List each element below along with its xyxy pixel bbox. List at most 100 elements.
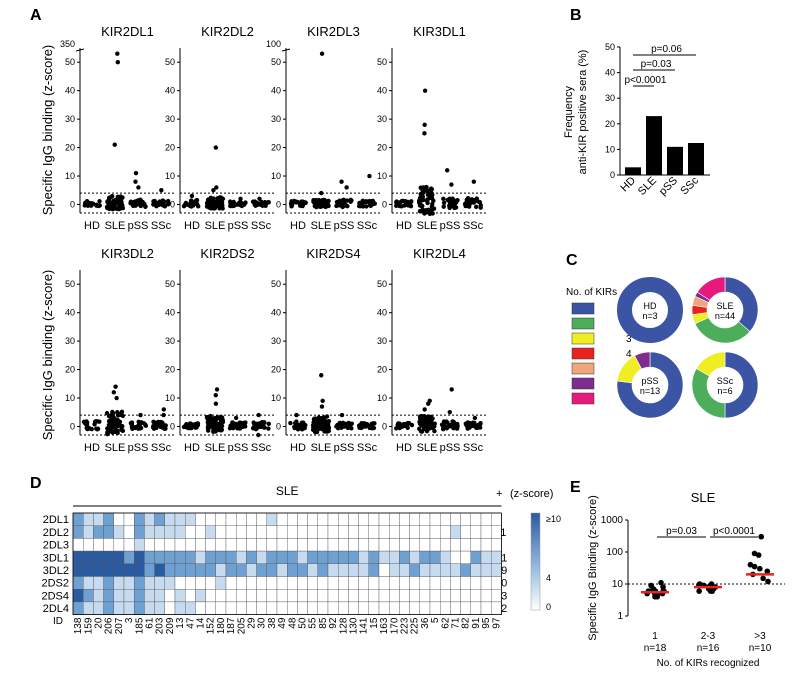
y-tick-label: 30: [65, 336, 75, 346]
heatmap-cell: [82, 563, 94, 577]
heatmap-cell: [256, 563, 268, 577]
y-tick-label: 20: [271, 365, 281, 375]
data-point: [137, 422, 142, 427]
data-point-outlier: [339, 179, 344, 184]
heatmap-cell: [144, 512, 155, 526]
heatmap-cell: [429, 601, 441, 615]
heatmap-cell: [307, 550, 319, 564]
heatmap-cell: [174, 550, 186, 564]
heatmap-cell: [225, 512, 237, 526]
data-point: [312, 421, 318, 426]
heatmap-cell: [440, 550, 451, 564]
heatmap-cell: [389, 601, 400, 615]
heatmap-cell: [348, 589, 359, 603]
heatmap-cell: [440, 589, 451, 603]
data-point: [107, 429, 112, 434]
x-group-label: HD: [290, 220, 306, 232]
heatmap-cell: [399, 538, 410, 552]
heatmap-cell: [358, 550, 370, 564]
heatmap-cell: [235, 589, 247, 603]
heatmap-cell: [287, 563, 298, 577]
x-group-label: HD: [290, 442, 306, 454]
heatmap-cell: [113, 538, 125, 552]
heatmap-cell: [82, 576, 94, 590]
heatmap-cell: [307, 601, 319, 615]
heatmap-cell: [358, 589, 370, 603]
data-point: [360, 204, 366, 209]
data-point: [189, 200, 195, 205]
heatmap-cell: [287, 601, 298, 615]
heatmap-cell: [338, 563, 349, 577]
heatmap-cell: [235, 550, 247, 564]
data-point: [194, 197, 200, 203]
heatmap-cell: [103, 563, 114, 577]
x-group-label: HD: [396, 442, 412, 454]
heatmap-cell: [235, 512, 247, 526]
data-point: [184, 421, 189, 427]
data-point: [419, 414, 425, 419]
heatmap-cell: [419, 525, 431, 539]
heatmap-cell: [113, 512, 125, 526]
x-group-label: pSS: [440, 442, 461, 454]
heatmap-cell: [450, 576, 461, 590]
heatmap-cell: [205, 563, 217, 577]
heatmap-column-id: 36: [420, 617, 431, 629]
data-point: [401, 421, 407, 427]
y-tick-label: 50: [165, 279, 175, 289]
data-point: [295, 199, 300, 205]
heatmap-cell: [368, 525, 380, 539]
heatmap-cell: [368, 563, 380, 577]
scatter-e-y-tick-label: 10: [612, 579, 624, 590]
heatmap-cell: [215, 601, 227, 615]
y-tick-label: 0: [276, 421, 281, 431]
data-point: [372, 201, 378, 206]
data-point: [322, 425, 327, 430]
heatmap-cell: [460, 589, 472, 603]
heatmap-cell: [419, 563, 431, 577]
heatmap-cell: [205, 512, 217, 526]
data-point: [465, 196, 471, 201]
heatmap-cell: [266, 576, 278, 590]
heatmap-cell: [287, 512, 298, 526]
heatmap-cell: [429, 589, 441, 603]
heatmap-cell: [317, 512, 329, 526]
data-point: [450, 419, 455, 424]
y-tick-label: 50: [377, 279, 387, 289]
data-point: [447, 203, 452, 208]
heatmap-cell: [419, 576, 431, 590]
heatmap-cell: [144, 576, 155, 590]
heatmap-cell: [470, 538, 482, 552]
heatmap-cell: [144, 563, 155, 577]
heatmap-cell: [327, 601, 339, 615]
heatmap-cell: [348, 601, 359, 615]
data-point: [207, 418, 213, 424]
heatmap-cell: [440, 512, 451, 526]
data-point-outlier: [112, 142, 117, 147]
heatmap-cell: [419, 538, 431, 552]
panel-letter-a: A: [30, 7, 42, 24]
data-point: [240, 202, 245, 207]
heatmap-cell: [389, 563, 400, 577]
bar-x-label: pSS: [657, 175, 680, 198]
heatmap-cell: [460, 550, 472, 564]
heatmap-cell: [358, 576, 370, 590]
heatmap-cell: [276, 512, 288, 526]
heatmap-cell: [327, 525, 339, 539]
y-tick-label: 0: [170, 199, 175, 209]
data-point-outlier: [256, 432, 261, 438]
heatmap-cell: [378, 601, 390, 615]
data-point: [409, 199, 414, 204]
data-point: [425, 414, 431, 419]
data-point: [299, 420, 305, 425]
data-point-outlier: [344, 185, 349, 190]
heatmap-cell: [154, 538, 166, 552]
heatmap-cell: [470, 576, 482, 590]
data-point: [470, 423, 475, 429]
panel-a-ylabel-top: Specific IgG binding (z-score): [40, 45, 55, 216]
data-point: [467, 420, 473, 426]
y-tick-label: 20: [165, 365, 175, 375]
data-point: [311, 426, 317, 432]
scatter-e-y-tick-label: 100: [606, 547, 623, 558]
scatter-e-xlabel: No. of KIRs recognized: [657, 658, 760, 669]
heatmap-cell: [287, 525, 298, 539]
